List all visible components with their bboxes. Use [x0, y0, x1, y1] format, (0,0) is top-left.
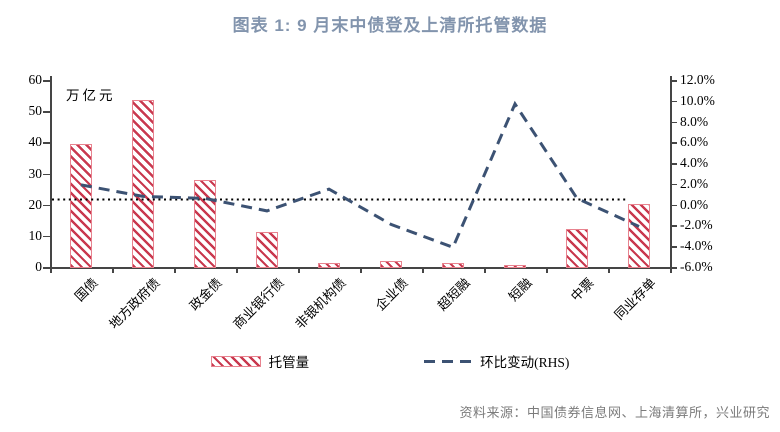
- legend-item-bar-series: 托管量: [210, 351, 310, 371]
- x-axis-tick: [174, 267, 176, 273]
- category-label: 同业存单: [611, 275, 659, 323]
- right-axis-tick-label: 12.0%: [680, 72, 715, 87]
- x-axis-tick: [360, 267, 362, 273]
- right-axis-tick-label: -4.0%: [680, 238, 713, 254]
- category-label: 商业银行债: [230, 275, 287, 332]
- right-axis-tick-label: 6.0%: [680, 134, 709, 150]
- right-axis-tick-label: 8.0%: [680, 113, 709, 129]
- category-label: 企业债: [372, 275, 411, 314]
- right-axis-tick-label: 10.0%: [680, 92, 715, 108]
- left-axis-tick: [43, 204, 50, 207]
- left-axis-tick: [43, 142, 50, 144]
- x-axis-tick: [608, 267, 610, 273]
- category-label: 短融: [505, 275, 535, 305]
- custody-bar: [132, 100, 154, 268]
- category-label: 超短融: [434, 275, 473, 314]
- category-label: 地方政府债: [106, 275, 163, 332]
- line-series-label: 环比变动(RHS): [480, 355, 570, 370]
- right-axis-tick-label: -6.0%: [680, 259, 713, 274]
- right-axis-tick-label: -2.0%: [680, 217, 713, 233]
- x-axis-tick: [236, 267, 238, 273]
- category-label: 政金债: [186, 275, 225, 314]
- source-attribution: 资料来源：中国债券信息网、上海清算所，兴业研究: [459, 405, 770, 420]
- category-label: 国债: [71, 275, 101, 305]
- chart-title: 图表 1: 9 月末中债登及上清所托管数据: [232, 16, 548, 35]
- right-axis-tick: [670, 183, 677, 186]
- x-axis-tick: [422, 267, 424, 273]
- custody-bar: [380, 260, 402, 268]
- bar-series-label: 托管量: [268, 355, 310, 370]
- custody-bar: [566, 228, 588, 268]
- right-axis-tick: [670, 121, 677, 124]
- right-axis-tick: [670, 100, 677, 103]
- right-axis-tick-label: 0.0%: [680, 196, 709, 212]
- right-axis-tick: [670, 80, 677, 82]
- bar-series-swatch: [210, 355, 261, 367]
- custody-bar: [442, 262, 464, 268]
- custody-bar: [256, 231, 278, 268]
- category-label: 非银机构债: [292, 275, 349, 332]
- right-axis-tick-label: 4.0%: [680, 155, 709, 171]
- left-axis-tick: [43, 111, 50, 113]
- right-axis-tick: [670, 142, 677, 144]
- custody-bar: [194, 180, 216, 268]
- left-axis-tick-label: 50: [28, 103, 43, 119]
- x-axis-tick: [670, 267, 672, 273]
- left-axis-tick-label: 0: [35, 259, 42, 274]
- legend: 托管量 环比变动(RHS): [0, 351, 780, 371]
- left-axis-tick-label: 20: [28, 196, 43, 212]
- custody-bar: [504, 265, 526, 268]
- left-axis-tick: [43, 235, 50, 238]
- x-axis-tick: [484, 267, 486, 273]
- x-axis-tick: [298, 267, 300, 273]
- left-axis-tick-label: 30: [28, 165, 43, 181]
- left-axis-tick: [43, 80, 50, 82]
- category-label: 中票: [567, 275, 597, 305]
- custody-bar: [628, 204, 650, 268]
- custody-bar: [318, 262, 340, 268]
- left-axis-unit-label: 万亿元: [66, 88, 116, 103]
- left-axis-tick-label: 10: [28, 227, 43, 243]
- left-axis-line: [50, 76, 52, 267]
- right-axis-tick: [670, 267, 677, 269]
- left-axis-tick: [43, 173, 50, 175]
- left-axis-tick-label: 60: [28, 72, 43, 87]
- left-axis-tick-label: 40: [28, 134, 43, 150]
- legend-item-line-series: 环比变动(RHS): [424, 351, 569, 371]
- mom-change-dashed-line: [80, 100, 640, 250]
- x-axis-tick: [546, 267, 548, 273]
- right-axis-tick: [670, 204, 677, 207]
- custody-bar: [70, 144, 92, 268]
- right-axis-tick-label: 2.0%: [680, 175, 709, 191]
- left-axis-tick: [43, 267, 50, 269]
- right-axis-tick: [670, 246, 677, 248]
- line-series-swatch: [424, 359, 473, 363]
- x-axis-tick: [50, 267, 52, 273]
- x-axis-tick: [112, 267, 114, 273]
- right-axis-tick: [670, 163, 677, 165]
- right-axis-line: [670, 76, 672, 267]
- right-axis-tick: [670, 225, 677, 227]
